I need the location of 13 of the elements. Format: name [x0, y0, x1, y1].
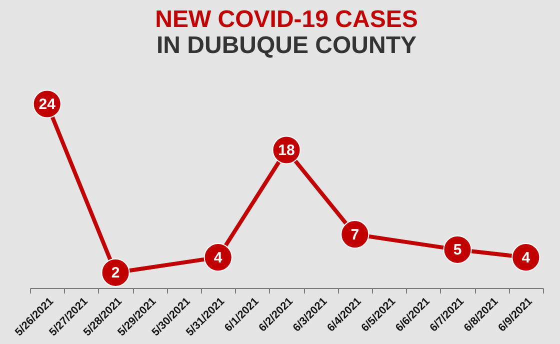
data-label: 24 — [38, 96, 56, 113]
data-label: 2 — [111, 264, 120, 282]
point — [443, 235, 472, 264]
data-label: 7 — [350, 226, 360, 244]
point — [101, 258, 130, 287]
chart-subtitle: IN DUBUQUE COUNTY — [156, 32, 417, 60]
data-label: 4 — [522, 249, 531, 266]
point — [512, 243, 540, 272]
data-label: 4 — [214, 249, 223, 266]
point — [340, 220, 370, 249]
data-label: 18 — [278, 142, 295, 159]
data-label: 5 — [453, 242, 462, 259]
chart-title: NEW COVID-19 CASES — [155, 6, 418, 34]
